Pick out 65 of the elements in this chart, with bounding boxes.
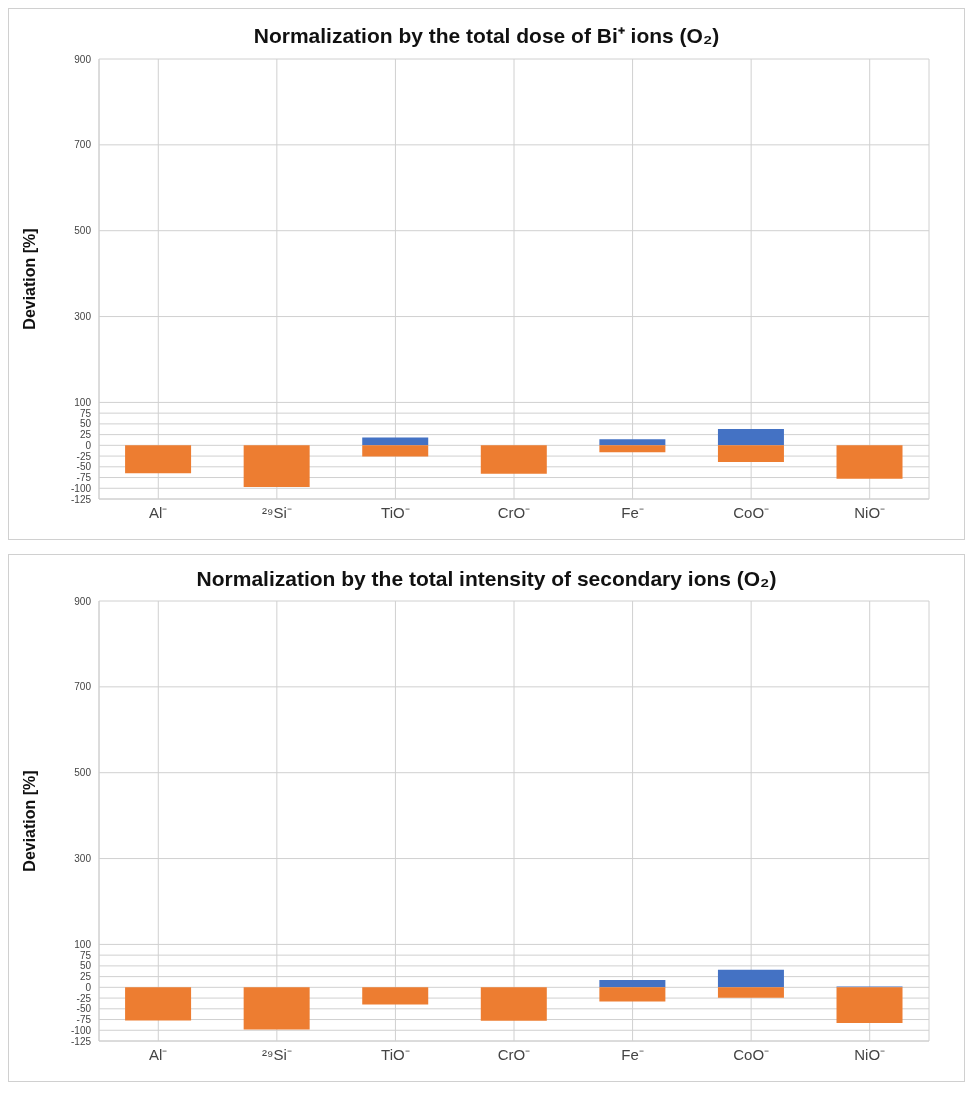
x-tick-label: CrO⁻	[497, 1045, 531, 1063]
x-tick-label: CrO⁻	[497, 503, 531, 521]
y-tick-label: 0	[85, 439, 92, 451]
bar	[599, 445, 666, 453]
bar	[125, 445, 192, 474]
x-tick-label: Al⁻	[149, 1045, 168, 1063]
bar	[599, 439, 666, 446]
y-tick-label: -75	[76, 1014, 92, 1026]
bar	[717, 445, 784, 463]
bar	[362, 437, 429, 446]
x-tick-label: NiO⁻	[854, 503, 886, 521]
x-tick-label: CoO⁻	[733, 503, 770, 521]
y-tick-label: 50	[79, 960, 92, 972]
y-axis-title: Deviation [%]	[20, 770, 38, 872]
x-tick-label: ²⁹Si⁻	[261, 1045, 292, 1063]
x-tick-label: ²⁹Si⁻	[261, 503, 292, 521]
y-tick-label: -125	[70, 493, 92, 505]
y-tick-label: -50	[76, 1003, 92, 1015]
y-tick-label: 900	[74, 53, 92, 65]
y-tick-label: 300	[74, 311, 92, 323]
y-tick-label: 75	[79, 407, 92, 419]
y-tick-label: 100	[74, 396, 92, 408]
y-tick-label: 500	[74, 767, 92, 779]
x-tick-label: Fe⁻	[621, 1045, 644, 1063]
bar	[599, 980, 666, 988]
bar	[480, 987, 547, 1021]
y-tick-label: -25	[76, 992, 92, 1004]
bar	[480, 445, 547, 474]
y-tick-label: -100	[70, 482, 92, 494]
x-tick-label: Al⁻	[149, 503, 168, 521]
y-tick-label: 700	[74, 139, 92, 151]
y-tick-label: 75	[79, 949, 92, 961]
x-tick-label: NiO⁻	[854, 1045, 886, 1063]
bar	[243, 445, 310, 487]
y-tick-label: 25	[79, 429, 92, 441]
x-tick-label: Fe⁻	[621, 503, 644, 521]
y-tick-label: 300	[74, 853, 92, 865]
x-tick-label: TiO⁻	[381, 1045, 410, 1063]
y-tick-label: -75	[76, 472, 92, 484]
bar	[362, 445, 429, 457]
y-tick-label: 700	[74, 681, 92, 693]
y-tick-label: 25	[79, 971, 92, 983]
y-tick-label: -25	[76, 450, 92, 462]
y-tick-label: -100	[70, 1024, 92, 1036]
y-tick-label: 50	[79, 418, 92, 430]
y-axis-title: Deviation [%]	[20, 228, 38, 330]
chart-title: Normalization by the total intensity of secondary ions (O₂)	[195, 567, 778, 591]
bar	[125, 987, 192, 1021]
y-tick-label: 0	[85, 981, 92, 993]
bar	[717, 429, 784, 446]
chart-title: Normalization by the total dose of Bi⁺ ions (O₂)	[252, 23, 721, 49]
y-tick-label: 500	[74, 225, 92, 237]
bar	[717, 987, 784, 998]
bar	[836, 445, 903, 479]
bar	[599, 987, 666, 1002]
y-tick-label: -50	[76, 461, 92, 473]
y-tick-label: 900	[74, 595, 92, 607]
y-tick-label: 100	[74, 938, 92, 950]
bar	[362, 987, 429, 1005]
x-tick-label: CoO⁻	[733, 1045, 770, 1063]
bar	[243, 987, 310, 1030]
y-tick-label: -125	[70, 1035, 92, 1047]
bar	[717, 969, 784, 988]
x-tick-label: TiO⁻	[381, 503, 410, 521]
bar	[836, 987, 903, 1023]
